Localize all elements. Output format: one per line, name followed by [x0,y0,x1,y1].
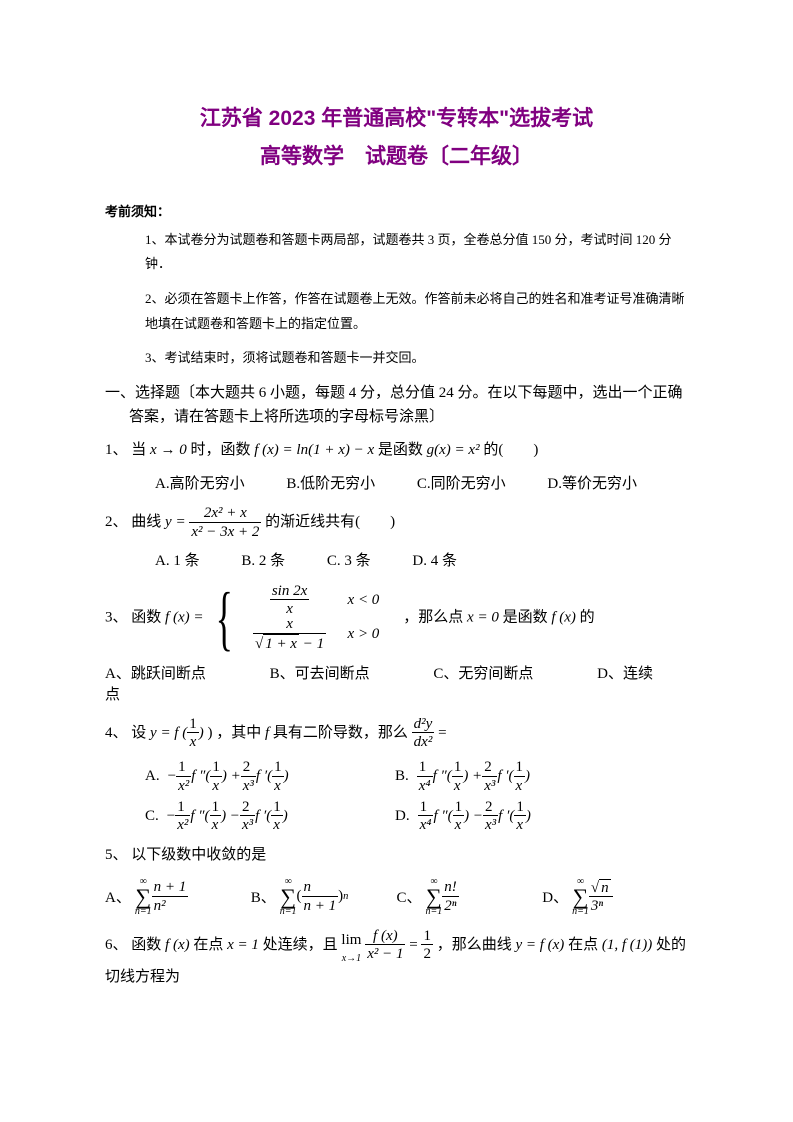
q5-label: 5、 [105,847,128,863]
q6-yfx: y = f (x) [515,937,564,953]
q4-text-b: ) ，其中 [207,725,261,741]
exam-title-2: 高等数学 试题卷〔二年级〕 [105,138,688,176]
q4-f: f [265,725,269,741]
q6-text-e: 在点 [568,937,598,953]
q3-options: A、跳跃间断点 B、可去间断点 C、无穷间断点 D、连续点 [105,662,688,704]
q6-text-b: 在点 [193,937,223,953]
q3-c1-num: sin 2x [270,583,309,601]
q2-opt-a: A. 1 条 [155,553,200,569]
q1-opt-a: A.高阶无穷小 [155,476,245,492]
q6-x1: x = 1 [227,937,259,953]
q3-text-c: 是函数 [503,609,548,625]
q4-text-c: 具有二阶导数，那么 [273,725,408,741]
q3-fx: f (x) = [165,609,203,625]
q4-opt-a: A. −1x² f ″(1x) + 2x³ f ′(1x) [145,759,395,795]
q5-opt-a: A、 ∞∑n=1 n + 1n² [105,877,251,917]
notice-item-3: 3、考试结束时，须将试题卷和答题卡一并交回。 [145,346,688,371]
q2-num: 2x² + x [189,505,261,523]
q5-opt-d: D、 ∞∑n=1 √n3ⁿ [542,877,688,917]
q3-opt-b: B、可去间断点 [270,666,370,682]
q5-opt-c: C、 ∞∑n=1 n!2ⁿ [397,877,543,917]
q1-text-a: 当 [131,442,146,458]
q3-fx2: f (x) [551,609,576,625]
q3-c2-num: x [253,616,326,634]
section-1-heading: 一、选择题〔本大题共 6 小题，每题 4 分，总分值 24 分。在以下每题中，选… [105,381,688,429]
q2-opt-b: B. 2 条 [241,553,285,569]
q1-opt-d: D.等价无穷小 [547,476,637,492]
q3-c1-cond: x < 0 [340,587,400,614]
q6-text-c: 处连续，且 [263,937,338,953]
q4-opt-b: B. 1x⁴ f ″(1x) + 2x³ f ′(1x) [395,759,645,795]
q5-text: 以下级数中收敛的是 [131,847,266,863]
q1-opt-b: B.低阶无穷小 [286,476,375,492]
q4-options: A. −1x² f ″(1x) + 2x³ f ′(1x) B. 1x⁴ f ″… [145,759,688,834]
q4-eq: = [438,725,446,741]
q2-text-b: 的渐近线共有( ) [265,514,395,530]
q3-text-a: 函数 [131,609,161,625]
q4-yeq: y = f ( [150,725,187,741]
q3-opt-a: A、跳跃间断点 [105,666,206,682]
q4-label: 4、 [105,725,128,741]
q3-text-b: ，那么点 [403,609,463,625]
q4-opt-d: D. 1x⁴ f ″(1x) − 2x³ f ′(1x) [395,799,645,835]
q1-opt-c: C.同阶无穷小 [417,476,506,492]
q6-text-a: 函数 [131,937,161,953]
question-4: 4、 设 y = f (1x) ) ，其中 f 具有二阶导数，那么 d²ydx²… [105,716,688,752]
exam-title-1: 江苏省 2023 年普通高校"专转本"选拔考试 [105,100,688,138]
q2-opt-c: C. 3 条 [327,553,371,569]
q3-c2-cond: x > 0 [340,621,400,648]
q2-den: x² − 3x + 2 [189,523,261,541]
q3-piecewise: { sin 2x x x < 0 x √1 + x − [207,582,399,654]
notice-heading: 考前须知： [105,201,688,220]
notice-item-2: 2、必须在答题卡上作答，作答在试题卷上无效。作答前未必将自己的姓名和准考证号准确… [145,287,688,336]
q2-fraction: 2x² + x x² − 3x + 2 [189,505,261,541]
q6-fx: f (x) [165,937,190,953]
question-1: 1、 当 x → 0 时，函数 f (x) = ln(1 + x) − x 是函… [105,437,688,464]
brace-icon: { [216,582,233,654]
q3-label: 3、 [105,609,128,625]
question-5: 5、 以下级数中收敛的是 [105,842,688,869]
notice-item-1: 1、本试卷分为试题卷和答题卡两局部，试题卷共 3 页，全卷总分值 150 分，考… [145,228,688,277]
q2-options: A. 1 条 B. 2 条 C. 3 条 D. 4 条 [155,549,688,570]
q1-text-b: 时，函数 [190,442,250,458]
q1-gx: g(x) = x² [427,442,480,458]
q2-label: 2、 [105,514,128,530]
q6-label: 6、 [105,937,128,953]
q5-options: A、 ∞∑n=1 n + 1n² B、 ∞∑n=1 (nn + 1)n C、 ∞… [105,877,688,917]
q4-opt-c: C. −1x² f ″(1x) − 2x³ f ′(1x) [145,799,395,835]
q1-label: 1、 [105,442,128,458]
q5-opt-b: B、 ∞∑n=1 (nn + 1)n [251,877,397,917]
q3-pt: x = 0 [467,609,499,625]
q6-pt: (1, f (1)) [602,937,652,953]
question-6: 6、 函数 f (x) 在点 x = 1 处连续，且 limx→1 f (x)x… [105,927,688,991]
q6-text-d: ，那么曲线 [437,937,512,953]
q1-options: A.高阶无穷小 B.低阶无穷小 C.同阶无穷小 D.等价无穷小 [155,472,688,493]
q3-text-d: 的 [580,609,595,625]
q2-opt-d: D. 4 条 [412,553,457,569]
q3-c2-den: √1 + x − 1 [253,634,326,653]
q3-opt-c: C、无穷间断点 [433,666,533,682]
q1-limit: x → 0 [150,442,187,458]
q1-text-c: 是函数 [378,442,423,458]
q2-yeq: y = [165,514,186,530]
q1-fx: f (x) = ln(1 + x) − x [254,442,374,458]
question-2: 2、 曲线 y = 2x² + x x² − 3x + 2 的渐近线共有( ) [105,505,688,541]
q4-text-a: 设 [131,725,146,741]
q1-text-d: 的( ) [483,442,538,458]
question-3: 3、 函数 f (x) = { sin 2x x x < 0 [105,582,688,654]
exam-page: 江苏省 2023 年普通高校"专转本"选拔考试 高等数学 试题卷〔二年级〕 考前… [0,0,793,1039]
q2-text-a: 曲线 [131,514,161,530]
